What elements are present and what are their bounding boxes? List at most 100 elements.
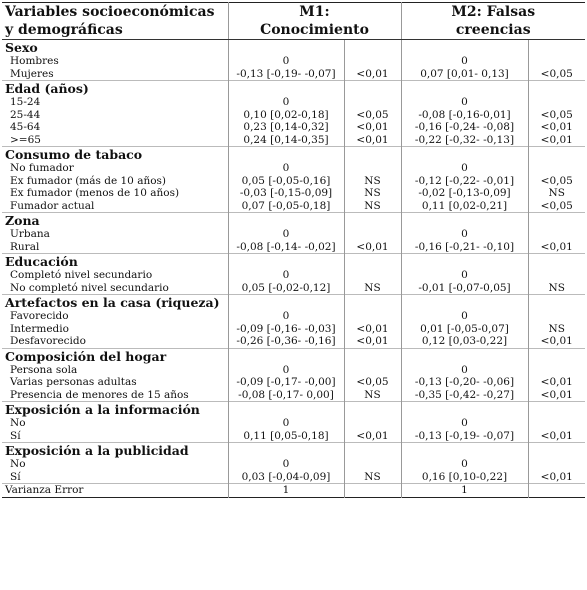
m1-p-value: NS <box>343 281 401 295</box>
section-empty-cell <box>527 294 585 310</box>
row-label: Fumador actual <box>10 199 95 212</box>
m1-coefficient: 0 <box>227 363 344 376</box>
section-title: Educación <box>2 253 228 269</box>
table-row: No 0 0 <box>2 458 585 471</box>
m2-p-value: <0,05 <box>527 67 585 81</box>
table-row: No 0 0 <box>2 417 585 430</box>
m2-coefficient: 0,16 [0,10-0,22] <box>400 470 528 484</box>
section-header: Edad (años) <box>2 80 585 96</box>
m1-coefficient: 0,03 [-0,04-0,09] <box>227 470 344 484</box>
row-label: Mujeres <box>10 67 54 80</box>
section-empty-cell <box>227 294 344 310</box>
footer-m2-value: 1 <box>400 483 528 497</box>
m1-coefficient: 0 <box>227 269 344 282</box>
section-empty-cell <box>227 347 344 364</box>
m2-p-value: <0,01 <box>527 335 585 348</box>
m2-coefficient: 0,12 [0,03-0,22] <box>400 335 528 348</box>
m1-coefficient: -0,09 [-0,16- -0,03] <box>227 322 344 335</box>
m1-p-value: NS <box>343 174 401 187</box>
footer-empty-cell <box>527 483 585 497</box>
m1-coefficient: 0,05 [-0,05-0,16] <box>227 174 344 187</box>
table-row: Desfavorecido -0,26 [-0,36- -0,16] <0,01 0,… <box>2 335 585 348</box>
m1-coefficient: -0,09 [-0,17- -0,00] <box>227 376 344 389</box>
row-label: Hombres <box>10 55 59 67</box>
section-title: Artefactos en la casa (riqueza) <box>2 294 228 310</box>
section-header: Consumo de tabaco <box>2 146 585 162</box>
m1-coefficient: -0,08 [-0,17- 0,00] <box>227 388 344 402</box>
m1-p-value: NS <box>343 199 401 213</box>
section-empty-cell <box>527 39 585 55</box>
m2-p-value: <0,05 <box>527 108 585 121</box>
m1-coefficient: 0,11 [0,05-0,18] <box>227 429 344 443</box>
row-label: Rural <box>10 240 40 253</box>
m1-coefficient: 0 <box>227 310 344 323</box>
m1-p-value <box>343 363 401 376</box>
row-label: No fumador <box>10 162 74 174</box>
section-empty-cell <box>343 212 401 228</box>
section-header: Composición del hogar <box>2 347 585 364</box>
row-label: Intermedio <box>10 322 69 335</box>
table-row: Hombres 0 0 <box>2 55 585 68</box>
m2-p-value: <0,01 <box>527 429 585 443</box>
section-empty-cell <box>400 146 528 162</box>
m2-coefficient: -0,12 [-0,22- -0,01] <box>400 174 528 187</box>
m1-coefficient: -0,26 [-0,36- -0,16] <box>227 335 344 348</box>
m1-coefficient: 0,24 [0,14-0,35] <box>227 133 344 147</box>
table-row: 15-24 0 0 <box>2 96 585 109</box>
header-variables-line1: Variables socioeconómicas <box>5 4 215 20</box>
m1-p-value <box>343 417 401 430</box>
section-empty-cell <box>527 80 585 96</box>
m1-coefficient: 0,05 [-0,02-0,12] <box>227 281 344 295</box>
header-m2-line1: M2: Falsas <box>400 2 585 21</box>
m1-p-value <box>343 162 401 175</box>
m2-p-value: <0,05 <box>527 174 585 187</box>
m1-coefficient: 0 <box>227 458 344 471</box>
m1-p-value <box>343 96 401 109</box>
section-empty-cell <box>527 401 585 417</box>
results-table: Variables socioeconómicas M1: M2: Falsas… <box>2 2 585 498</box>
m2-p-value: NS <box>527 281 585 295</box>
section-header: Exposición a la publicidad <box>2 442 585 458</box>
row-label: 15-24 <box>10 96 41 108</box>
row-label: Presencia de menores de 15 años <box>10 388 189 401</box>
section-empty-cell <box>400 294 528 310</box>
m1-p-value: <0,01 <box>343 322 401 335</box>
table-row: Varias personas adultas -0,09 [-0,17- -0,… <box>2 376 585 389</box>
row-label: Ex fumador (menos de 10 años) <box>10 187 180 199</box>
row-label: Varias personas adultas <box>10 376 137 388</box>
m2-p-value: <0,01 <box>527 388 585 402</box>
section-empty-cell <box>343 442 401 458</box>
section-empty-cell <box>227 401 344 417</box>
m1-p-value <box>343 310 401 323</box>
table-row: 25-44 0,10 [0,02-0,18] <0,05 -0,08 [-0,16-0… <box>2 108 585 121</box>
section-empty-cell <box>400 347 528 364</box>
m1-coefficient: 0,23 [0,14-0,32] <box>227 121 344 134</box>
section-header: Sexo <box>2 39 585 55</box>
m2-p-value <box>527 96 585 109</box>
m1-p-value: <0,01 <box>343 429 401 443</box>
m1-p-value: <0,01 <box>343 335 401 348</box>
row-label: Favorecido <box>10 310 69 322</box>
m2-coefficient: -0,22 [-0,32- -0,13] <box>400 133 528 147</box>
m2-p-value <box>527 310 585 323</box>
table-row: Ex fumador (menos de 10 años) -0,03 [-0,1… <box>2 187 585 200</box>
table-row: Intermedio -0,09 [-0,16- -0,03] <0,01 0,01 … <box>2 322 585 335</box>
table-row: Rural -0,08 [-0,14- -0,02] <0,01 -0,16 [-0,… <box>2 240 585 254</box>
row-label: 25-44 <box>10 108 41 121</box>
m1-coefficient: 0,10 [0,02-0,18] <box>227 108 344 121</box>
section-title: Sexo <box>5 40 38 55</box>
table-row: Persona sola 0 0 <box>2 363 585 376</box>
m2-p-value: <0,01 <box>527 240 585 254</box>
row-label: No <box>10 458 26 470</box>
m2-coefficient: 0 <box>400 55 528 68</box>
row-label: No <box>10 417 26 429</box>
section-title: Consumo de tabaco <box>2 146 228 162</box>
m2-coefficient: -0,02 [-0,13-0,09] <box>400 187 528 200</box>
m1-p-value <box>343 55 401 68</box>
m1-p-value: <0,05 <box>343 376 401 389</box>
m1-p-value <box>343 228 401 241</box>
table-row: Favorecido 0 0 <box>2 310 585 323</box>
section-empty-cell <box>343 146 401 162</box>
section-empty-cell <box>343 294 401 310</box>
m2-p-value <box>527 458 585 471</box>
